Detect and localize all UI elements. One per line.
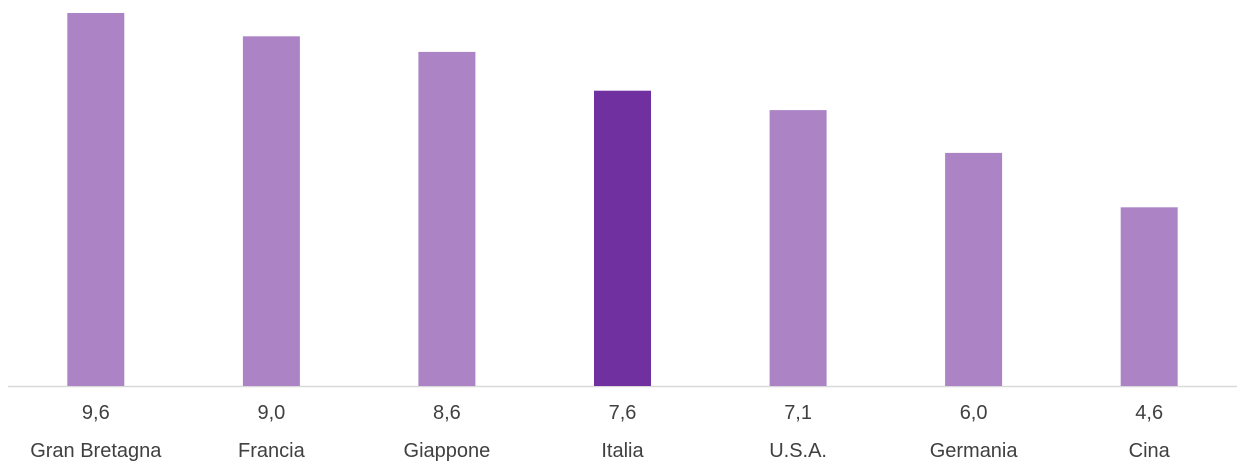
category-label: Germania xyxy=(930,440,1019,462)
value-label: 9,6 xyxy=(82,402,110,424)
value-label: 4,6 xyxy=(1135,402,1163,424)
bar-u-s-a xyxy=(769,110,827,386)
bar-cina xyxy=(1120,207,1178,386)
value-label: 7,6 xyxy=(609,402,637,424)
category-labels-group: Gran Bretagna Francia Giappone Italia U.S.A.… xyxy=(30,440,1170,462)
category-label: Giappone xyxy=(404,440,491,462)
bar-germania xyxy=(945,152,1003,386)
bar-italia xyxy=(594,90,651,386)
bars-group xyxy=(67,13,1178,387)
category-label: U.S.A. xyxy=(769,440,827,462)
value-label: 7,1 xyxy=(784,402,812,424)
value-label: 9,0 xyxy=(257,402,285,424)
category-label: Gran Bretagna xyxy=(30,440,162,462)
value-labels-group: 9,6 9,0 8,6 7,6 7,1 6,0 4,6 xyxy=(82,402,1163,424)
bar-francia xyxy=(242,36,300,387)
value-label: 6,0 xyxy=(960,402,988,424)
bar-gran-bretagna xyxy=(67,13,125,386)
category-label: Francia xyxy=(238,440,306,462)
bar-giappone xyxy=(418,51,476,387)
value-label: 8,6 xyxy=(433,402,461,424)
category-label: Cina xyxy=(1129,440,1171,462)
category-label: Italia xyxy=(601,440,644,462)
